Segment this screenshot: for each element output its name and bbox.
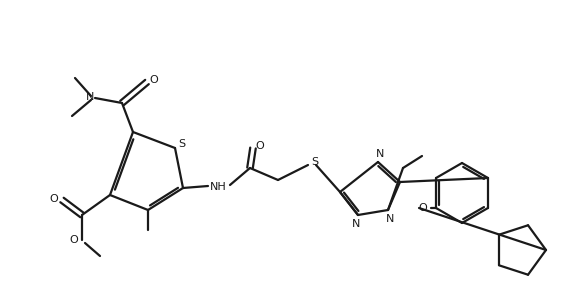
- Text: O: O: [418, 203, 427, 213]
- Text: N: N: [352, 219, 360, 229]
- Text: N: N: [386, 214, 394, 224]
- Text: O: O: [70, 235, 79, 245]
- Text: NH: NH: [210, 182, 226, 192]
- Text: N: N: [86, 92, 94, 102]
- Text: O: O: [255, 141, 264, 151]
- Text: O: O: [49, 194, 58, 204]
- Text: O: O: [150, 75, 158, 85]
- Text: N: N: [376, 149, 384, 159]
- Text: S: S: [179, 139, 186, 149]
- Text: S: S: [311, 157, 318, 167]
